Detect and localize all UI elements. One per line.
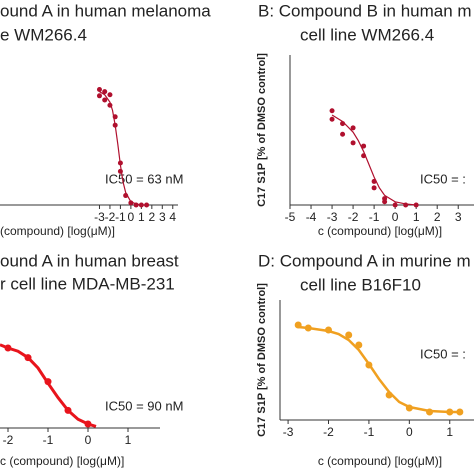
x-tick-label: -3: [94, 210, 105, 224]
ic50-annotation: IC50 = :: [420, 346, 466, 361]
panel-title: B: Compound B in human m: [258, 1, 472, 20]
x-tick-label: 0: [392, 210, 399, 224]
fit-curve: [0, 343, 97, 428]
data-point: [413, 202, 419, 208]
x-tick-label: 3: [455, 210, 462, 224]
y-axis-label: C17 S1P [% of DMSO control]: [256, 283, 268, 437]
x-tick-label: -1: [115, 210, 126, 224]
x-tick-label: -2: [105, 210, 116, 224]
data-point: [329, 116, 335, 122]
ic50-annotation: IC50 = 63 nM: [105, 171, 183, 186]
data-point: [123, 193, 129, 199]
data-point: [340, 131, 346, 137]
panel-title: ound A in human breast: [0, 251, 179, 270]
panel-title: ound A in human melanoma: [0, 1, 211, 20]
data-point: [4, 344, 12, 352]
x-tick-label: 0: [128, 210, 135, 224]
data-point: [365, 361, 373, 369]
x-tick-label: -2: [348, 210, 359, 224]
data-point: [345, 331, 353, 339]
x-tick-label: 4: [169, 210, 176, 224]
data-point: [361, 143, 367, 149]
x-tick-label: 1: [446, 425, 453, 439]
data-point: [44, 378, 52, 386]
panel-title: cell line WM266.4: [300, 25, 434, 44]
data-point: [329, 108, 335, 114]
data-point: [144, 202, 150, 208]
data-point: [350, 140, 356, 146]
x-tick-label: -2: [3, 433, 14, 447]
data-point: [350, 125, 356, 131]
data-point: [456, 408, 464, 416]
x-tick-label: 1: [125, 433, 132, 447]
data-point: [371, 178, 377, 184]
data-point: [355, 341, 363, 349]
x-tick-label: 2: [434, 210, 441, 224]
x-tick-label: -1: [364, 425, 375, 439]
data-point: [294, 321, 302, 329]
data-point: [112, 122, 118, 128]
x-axis-label: c (compound) [log(μM)]: [0, 454, 124, 468]
ic50-annotation: IC50 = 90 nM: [105, 398, 183, 413]
data-point: [102, 89, 108, 95]
data-point: [392, 202, 398, 208]
data-point: [64, 406, 72, 414]
data-point: [96, 87, 102, 92]
x-tick-label: 0: [85, 433, 92, 447]
data-point: [138, 202, 144, 208]
x-tick-label: -4: [306, 210, 317, 224]
data-point: [405, 404, 413, 412]
data-point: [403, 202, 409, 208]
data-point: [382, 199, 388, 205]
fit-curve: [298, 325, 460, 414]
data-point: [325, 326, 332, 334]
x-tick-label: 1: [413, 210, 420, 224]
data-point: [385, 391, 393, 399]
data-point: [107, 102, 113, 108]
data-point: [117, 168, 123, 174]
data-point: [128, 200, 134, 206]
data-point: [361, 153, 367, 159]
x-tick-label: 2: [148, 210, 155, 224]
panel-title: e WM266.4: [0, 25, 87, 44]
data-point: [117, 160, 123, 166]
x-tick-label: -5: [285, 210, 296, 224]
x-axis-label: c (compound) [log(μM)]: [318, 454, 442, 468]
panel-title: r cell line MDA-MB-231: [0, 274, 175, 293]
data-point: [112, 114, 118, 120]
data-point: [304, 324, 312, 332]
x-tick-label: 3: [159, 210, 166, 224]
x-tick-label: -1: [43, 433, 54, 447]
data-point: [96, 93, 102, 99]
ic50-annotation: IC50 = :: [420, 171, 466, 186]
data-point: [133, 202, 139, 208]
x-tick-label: 0: [406, 425, 413, 439]
data-point: [107, 92, 113, 98]
x-axis-label: c (compound) [log(μM)]: [318, 224, 442, 238]
x-tick-label: -3: [327, 210, 338, 224]
x-axis-label: (compound) [log(μM)]: [0, 224, 115, 238]
fit-curve: [331, 114, 417, 206]
data-point: [446, 408, 454, 416]
data-point: [84, 420, 92, 428]
data-point: [102, 97, 108, 103]
data-point: [24, 354, 32, 362]
x-tick-label: 1: [138, 210, 145, 224]
data-point: [426, 408, 434, 416]
y-axis-label: C17 S1P [% of DMSO control]: [256, 53, 268, 207]
panel-title: D: Compound A in murine m: [258, 251, 471, 270]
panel-title: cell line B16F10: [300, 275, 421, 294]
x-tick-label: -3: [283, 425, 294, 439]
data-point: [371, 185, 377, 191]
x-tick-label: -2: [323, 425, 334, 439]
fit-curve: [99, 91, 147, 206]
data-point: [340, 121, 346, 127]
x-tick-label: -1: [369, 210, 380, 224]
